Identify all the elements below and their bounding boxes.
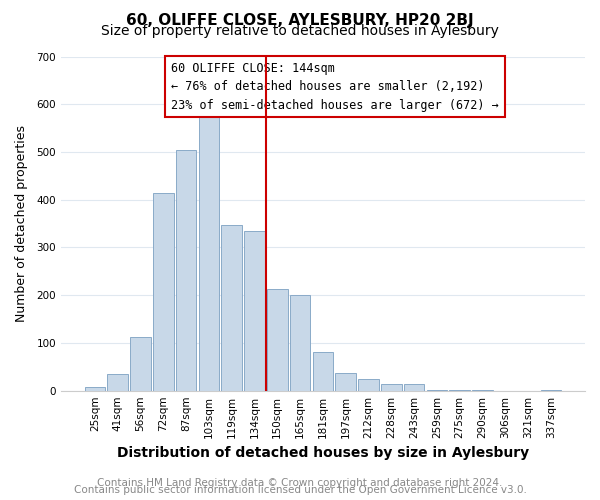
Text: Contains HM Land Registry data © Crown copyright and database right 2024.: Contains HM Land Registry data © Crown c… (97, 478, 503, 488)
Bar (221, 226, 242, 390)
Bar (107, 374, 128, 390)
Text: 60 OLIFFE CLOSE: 144sqm
← 76% of detached houses are smaller (2,192)
23% of semi: 60 OLIFFE CLOSE: 144sqm ← 76% of detache… (171, 62, 499, 112)
Bar (153, 192, 173, 390)
X-axis label: Distribution of detached houses by size in Aylesbury: Distribution of detached houses by size … (117, 446, 529, 460)
Bar (381, 384, 401, 390)
Bar (199, 115, 219, 390)
Bar (267, 289, 287, 390)
Bar (85, 387, 105, 390)
Bar (244, 231, 265, 390)
Bar (404, 384, 424, 390)
Bar (290, 295, 310, 390)
Bar (358, 378, 379, 390)
Bar (335, 373, 356, 390)
Text: 60, OLIFFE CLOSE, AYLESBURY, HP20 2BJ: 60, OLIFFE CLOSE, AYLESBURY, HP20 2BJ (126, 12, 474, 28)
Text: Contains public sector information licensed under the Open Government Licence v3: Contains public sector information licen… (74, 485, 526, 495)
Bar (130, 336, 151, 390)
Bar (313, 352, 333, 391)
Y-axis label: Number of detached properties: Number of detached properties (15, 125, 28, 322)
Bar (176, 150, 196, 390)
Text: Size of property relative to detached houses in Aylesbury: Size of property relative to detached ho… (101, 24, 499, 38)
